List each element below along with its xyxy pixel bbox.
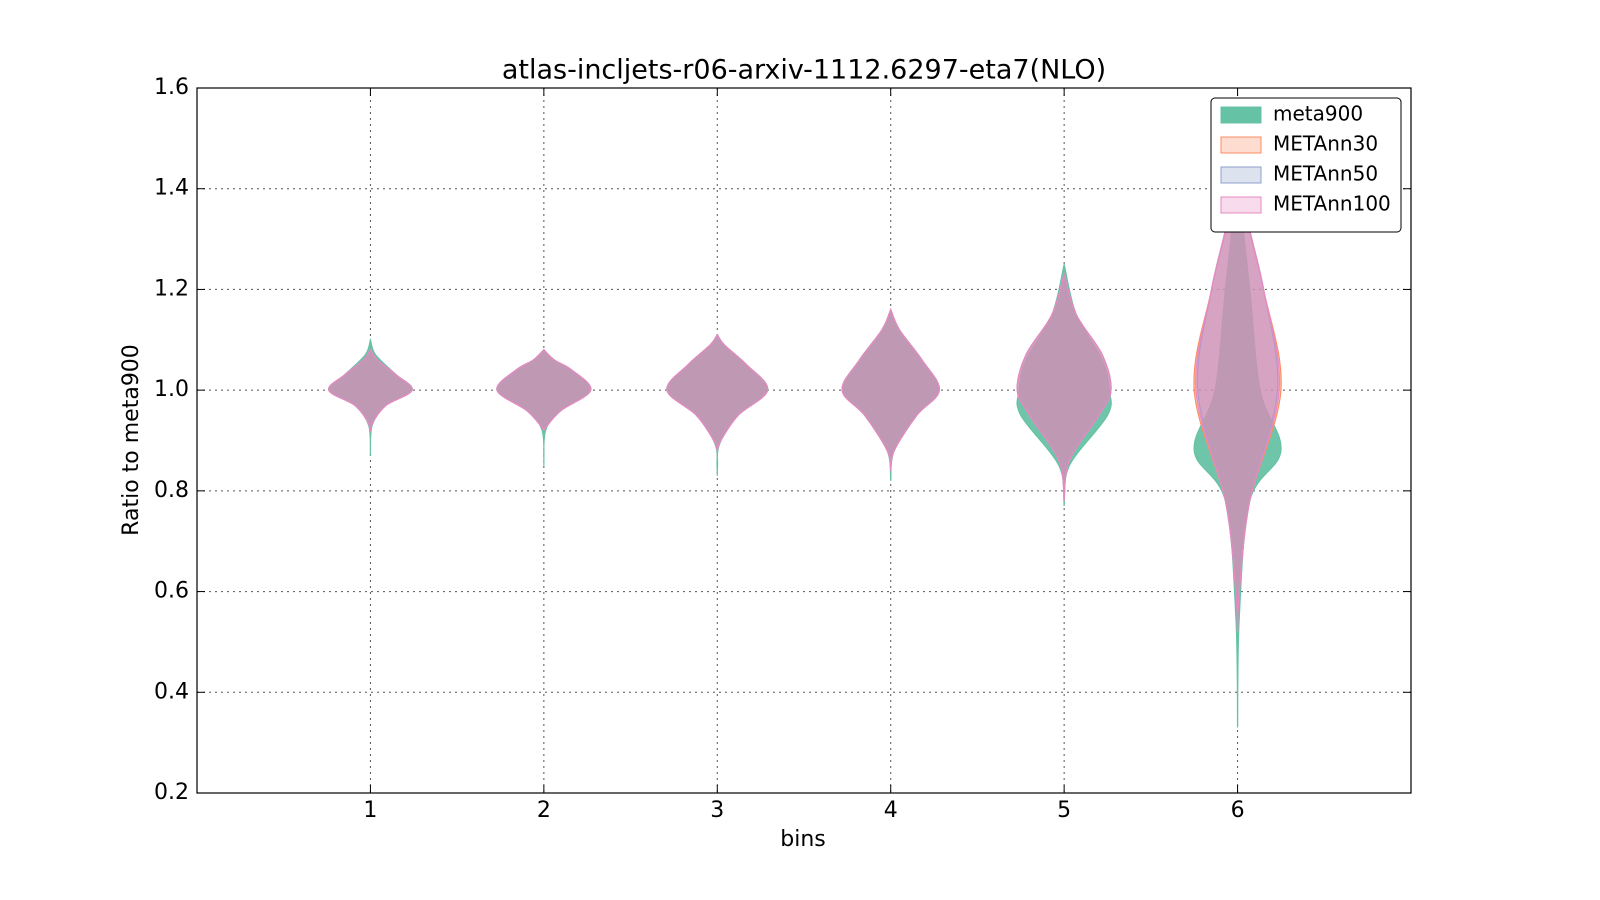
y-tick-label: 1.6 xyxy=(154,75,189,100)
x-tick-label: 4 xyxy=(884,798,898,823)
legend-swatch xyxy=(1220,136,1262,154)
y-tick-label: 1.2 xyxy=(154,276,189,301)
violin xyxy=(496,349,592,432)
violin xyxy=(1016,272,1112,502)
violin xyxy=(841,308,940,471)
violin xyxy=(328,348,413,433)
legend-swatch xyxy=(1220,166,1262,184)
y-tick-label: 0.8 xyxy=(154,478,189,503)
legend-swatch xyxy=(1220,106,1262,124)
legend: meta900 METAnn30 METAnn50 METAnn100 xyxy=(1210,97,1402,233)
chart-title: atlas-incljets-r06-arxiv-1112.6297-eta7(… xyxy=(502,55,1106,86)
x-tick-label: 2 xyxy=(537,798,551,823)
legend-label: meta900 xyxy=(1273,102,1363,126)
y-tick-label: 1.0 xyxy=(154,377,189,402)
legend-label: METAnn30 xyxy=(1273,132,1378,156)
legend-swatch xyxy=(1220,196,1262,214)
violin xyxy=(1016,264,1112,507)
y-tick-label: 0.2 xyxy=(154,780,189,805)
x-tick-label: 1 xyxy=(363,798,377,823)
y-tick-label: 1.4 xyxy=(154,176,189,201)
legend-box xyxy=(1210,97,1402,233)
violin xyxy=(666,333,769,453)
plot-area xyxy=(328,128,1282,728)
plot-frame xyxy=(196,87,1412,794)
x-tick-label: 6 xyxy=(1231,798,1245,823)
y-axis-label: Ratio to meta900 xyxy=(119,344,144,536)
legend-label: METAnn100 xyxy=(1273,192,1391,216)
x-tick-label: 5 xyxy=(1057,798,1071,823)
legend-label: METAnn50 xyxy=(1273,162,1378,186)
x-tick-label: 3 xyxy=(710,798,724,823)
y-tick-label: 0.6 xyxy=(154,579,189,604)
x-axis-label: bins xyxy=(780,827,825,852)
y-tick-label: 0.4 xyxy=(154,679,189,704)
